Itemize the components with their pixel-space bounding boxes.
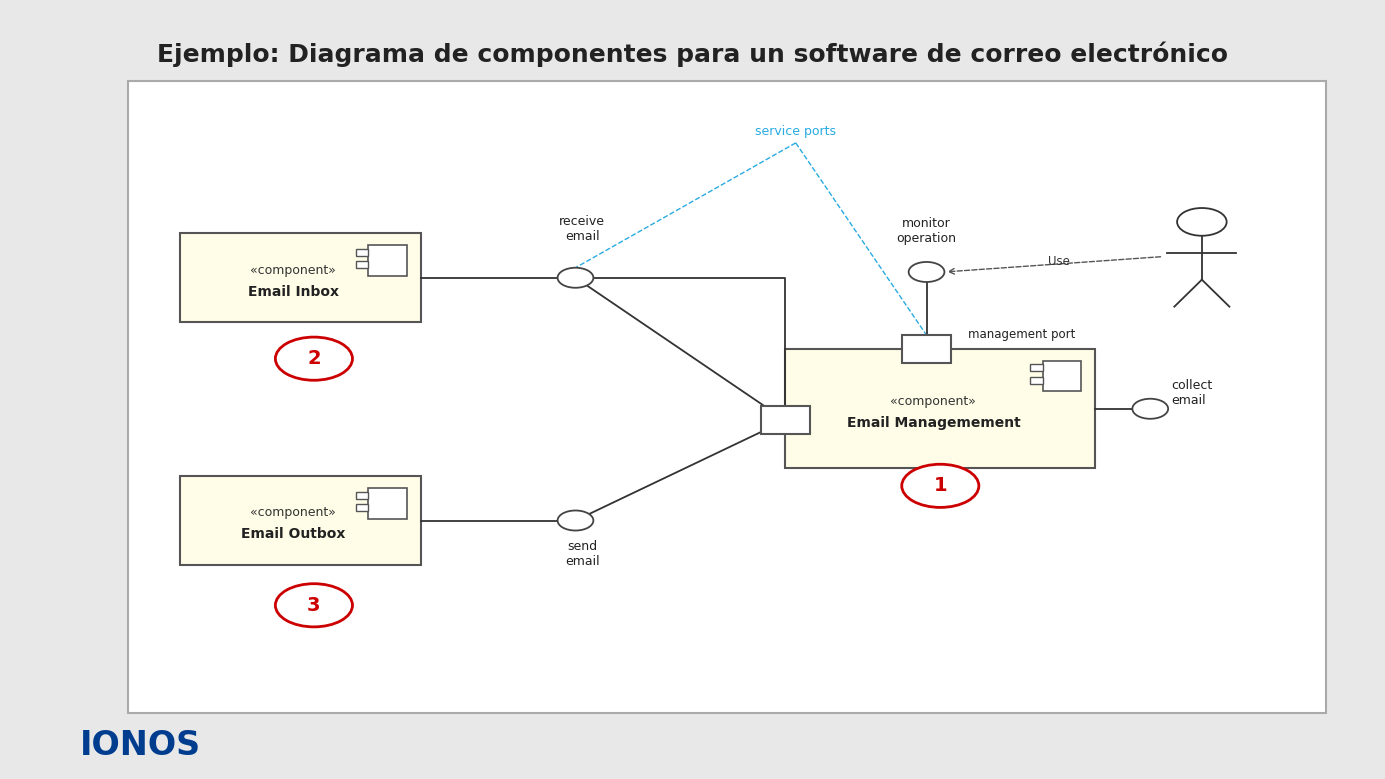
FancyBboxPatch shape <box>1043 361 1082 391</box>
Text: collect
email: collect email <box>1170 379 1212 407</box>
FancyBboxPatch shape <box>180 234 421 322</box>
Text: Ejemplo: Diagrama de componentes para un software de correo electrónico: Ejemplo: Diagrama de componentes para un… <box>157 41 1228 67</box>
FancyBboxPatch shape <box>356 261 368 268</box>
Text: send
email: send email <box>565 540 600 568</box>
Text: 2: 2 <box>307 349 321 368</box>
Text: «component»: «component» <box>251 506 337 520</box>
Circle shape <box>1133 399 1168 419</box>
FancyBboxPatch shape <box>356 249 368 256</box>
Text: IONOS: IONOS <box>80 729 201 762</box>
Text: Email Managemement: Email Managemement <box>846 416 1021 430</box>
FancyBboxPatch shape <box>356 492 368 499</box>
Text: «component»: «component» <box>891 394 976 407</box>
Text: «component»: «component» <box>251 263 337 277</box>
Circle shape <box>276 583 352 627</box>
Text: service ports: service ports <box>755 125 837 138</box>
Text: receive
email: receive email <box>560 215 605 243</box>
Text: Email Outbox: Email Outbox <box>241 527 345 541</box>
Circle shape <box>902 464 979 507</box>
FancyBboxPatch shape <box>760 407 810 434</box>
FancyBboxPatch shape <box>785 349 1096 468</box>
Circle shape <box>276 337 352 380</box>
Text: 1: 1 <box>933 476 947 495</box>
FancyBboxPatch shape <box>368 488 407 519</box>
Text: Use: Use <box>1048 255 1069 268</box>
FancyBboxPatch shape <box>1030 365 1043 372</box>
FancyBboxPatch shape <box>368 245 407 276</box>
Circle shape <box>909 262 945 282</box>
Text: monitor
operation: monitor operation <box>896 217 957 245</box>
FancyBboxPatch shape <box>127 81 1325 714</box>
Text: management port: management port <box>968 328 1075 341</box>
FancyBboxPatch shape <box>1030 377 1043 384</box>
FancyBboxPatch shape <box>356 504 368 511</box>
Text: Email Inbox: Email Inbox <box>248 284 339 298</box>
Text: 3: 3 <box>307 596 321 615</box>
Circle shape <box>558 268 593 287</box>
FancyBboxPatch shape <box>902 335 951 363</box>
FancyBboxPatch shape <box>180 476 421 565</box>
Circle shape <box>1177 208 1227 236</box>
Circle shape <box>558 510 593 530</box>
